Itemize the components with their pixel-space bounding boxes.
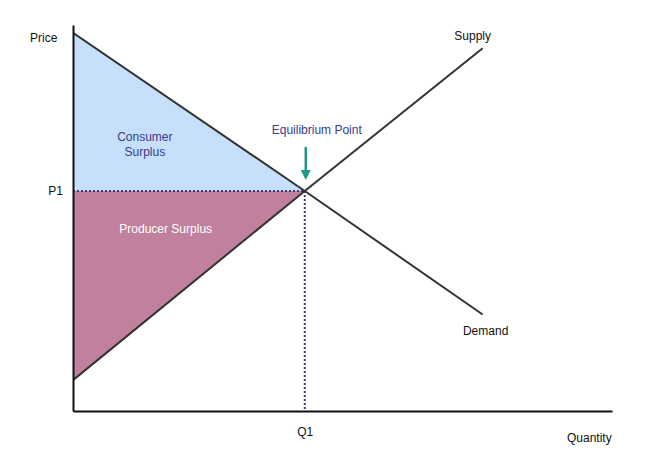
x-axis: Q1 [74, 411, 613, 439]
series-line [73, 48, 483, 380]
x-axis-title: Quantity [567, 431, 612, 445]
tick-label: P1 [48, 184, 63, 198]
tick: Q1 [297, 411, 313, 439]
tick: P1 [48, 184, 73, 198]
background [0, 0, 668, 450]
series-line [73, 33, 483, 315]
plot-area [73, 33, 483, 411]
series-label: Demand [463, 324, 508, 338]
q1-reference-line [304, 191, 306, 411]
axis-line [74, 411, 613, 413]
y-axis-title: Price [30, 31, 58, 45]
axis-line [73, 26, 75, 412]
producer-surplus-label: Producer Surplus [119, 222, 212, 236]
series-label: Supply [454, 29, 491, 43]
equilibrium-label: Equilibrium Point [272, 123, 363, 137]
consumer-surplus-label: ConsumerSurplus [117, 130, 172, 159]
y-axis: P1 [48, 26, 73, 412]
chart: Q1 P1 Price Quantity Demand Supply ConsumerSur… [0, 0, 668, 450]
equilibrium-arrow [305, 147, 308, 175]
tick-label: Q1 [297, 425, 313, 439]
p1-reference-line [73, 190, 305, 192]
